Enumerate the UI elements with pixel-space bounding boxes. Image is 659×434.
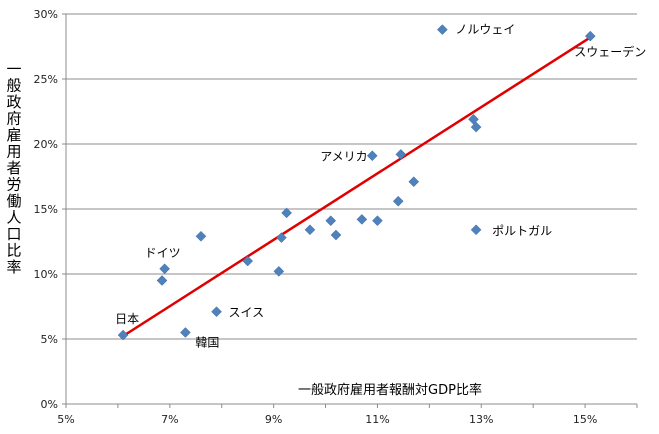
data-point bbox=[372, 215, 383, 227]
point-label: 日本 bbox=[115, 312, 139, 326]
data-point bbox=[325, 215, 337, 227]
data-point bbox=[117, 329, 129, 341]
point-label: ポルトガル bbox=[492, 224, 552, 238]
y-tick-label: 30% bbox=[34, 8, 58, 21]
y-axis-label: 一般政府雇用者労働人口比率 bbox=[6, 60, 21, 276]
data-point bbox=[392, 195, 404, 207]
y-axis-label-text: 一般政府雇用者労働人口比率 bbox=[6, 60, 21, 276]
data-point bbox=[436, 24, 448, 35]
point-label: 韓国 bbox=[195, 336, 219, 350]
data-points bbox=[117, 24, 596, 341]
point-label: スイス bbox=[229, 306, 265, 320]
data-point bbox=[470, 224, 482, 236]
y-tick-label: 5% bbox=[41, 333, 58, 346]
data-point bbox=[356, 214, 368, 225]
data-point bbox=[584, 30, 596, 42]
y-tick-label: 0% bbox=[41, 398, 58, 411]
data-point bbox=[470, 121, 482, 133]
data-point bbox=[159, 263, 170, 275]
data-point bbox=[395, 149, 407, 160]
axes bbox=[62, 13, 638, 408]
data-point bbox=[273, 266, 285, 277]
y-tick-label: 20% bbox=[34, 138, 58, 151]
point-label: アメリカ bbox=[320, 150, 367, 164]
x-tick-label: 7% bbox=[161, 413, 178, 426]
x-tick-label: 9% bbox=[265, 413, 282, 426]
trendline bbox=[119, 36, 591, 339]
data-point bbox=[242, 255, 254, 267]
data-point bbox=[180, 327, 191, 338]
y-tick-label: 10% bbox=[34, 268, 58, 281]
data-point bbox=[156, 275, 168, 286]
point-label: スウェーデン bbox=[574, 44, 646, 59]
x-tick-label: 5% bbox=[57, 413, 74, 426]
data-point bbox=[195, 230, 207, 242]
data-point bbox=[408, 176, 420, 188]
data-point bbox=[330, 229, 342, 241]
trendline-segment bbox=[119, 36, 591, 339]
x-tick-label: 13% bbox=[469, 413, 493, 426]
x-tick-label: 15% bbox=[573, 413, 597, 426]
data-point bbox=[281, 207, 292, 219]
x-axis-label: 一般政府雇用者報酬対GDP比率 bbox=[298, 382, 482, 398]
y-tick-labels: 0% 5% 10% 15% 20% 25% 30% bbox=[34, 8, 58, 411]
x-tick-labels: 5% 7% 9% 11% 13% 15% bbox=[57, 413, 597, 426]
y-tick-label: 25% bbox=[34, 73, 58, 86]
data-point bbox=[211, 306, 222, 318]
point-label: ノルウェイ bbox=[455, 23, 515, 37]
x-tick-label: 11% bbox=[365, 413, 389, 426]
data-point bbox=[276, 232, 287, 243]
y-tick-label: 15% bbox=[34, 203, 58, 216]
point-label: ドイツ bbox=[145, 246, 181, 260]
data-point bbox=[304, 224, 316, 236]
grid-lines bbox=[66, 13, 637, 340]
data-point bbox=[366, 150, 378, 162]
data-point bbox=[468, 113, 479, 125]
